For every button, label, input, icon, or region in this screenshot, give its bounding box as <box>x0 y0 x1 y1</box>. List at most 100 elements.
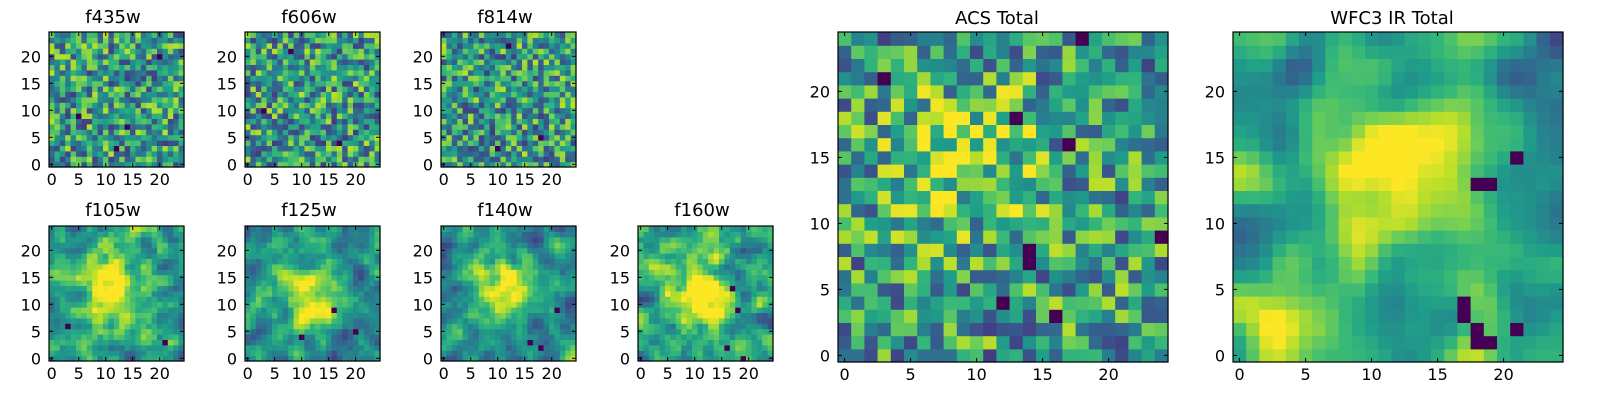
heatmap-cell <box>724 350 731 357</box>
heatmap-cell <box>473 134 480 141</box>
heatmap-cell <box>478 80 485 87</box>
heatmap-cell <box>97 231 104 238</box>
heatmap-cell <box>484 269 491 276</box>
heatmap-cell <box>331 69 338 76</box>
heatmap-cell <box>374 118 381 125</box>
heatmap-cell <box>369 42 376 49</box>
heatmap-cell <box>522 231 528 238</box>
heatmap-cell <box>272 69 278 76</box>
heatmap-cell <box>277 161 284 168</box>
heatmap-cell <box>369 145 376 152</box>
heatmap-cell <box>70 64 77 71</box>
heatmap-cell <box>103 301 109 308</box>
heatmap-cell <box>151 247 158 254</box>
heatmap-cell <box>559 53 566 60</box>
heatmap-cell <box>140 247 147 254</box>
heatmap-cell <box>930 296 945 310</box>
heatmap-cell <box>358 312 365 319</box>
heatmap-cell <box>890 177 905 191</box>
heatmap-cell <box>173 118 180 125</box>
heatmap-cell <box>724 290 731 297</box>
heatmap-cell <box>86 247 93 254</box>
heatmap-cell <box>554 156 561 163</box>
heatmap-cell <box>146 145 153 152</box>
heatmap-cell <box>70 263 77 270</box>
heatmap-cell <box>527 231 534 238</box>
heatmap-cell <box>724 247 731 254</box>
heatmap-cell <box>293 290 300 297</box>
heatmap-cell <box>697 226 704 232</box>
heatmap-cell <box>643 280 650 286</box>
heatmap-cell <box>890 309 905 323</box>
heatmap-cell <box>342 118 349 125</box>
heatmap-cell <box>495 69 501 76</box>
heatmap-cell <box>92 263 99 270</box>
heatmap-cell <box>527 258 534 265</box>
heatmap-cell <box>890 322 905 337</box>
heatmap-cell <box>124 350 131 357</box>
heatmap-cell <box>369 339 376 346</box>
heatmap-cell <box>261 156 268 163</box>
heatmap-cell <box>473 48 480 55</box>
heatmap-cell <box>724 307 731 313</box>
heatmap-cell <box>277 290 284 297</box>
heatmap-cell <box>336 296 343 303</box>
heatmap-cell <box>527 69 534 76</box>
heatmap-cell <box>369 156 376 163</box>
heatmap-cell <box>446 59 453 65</box>
heatmap-cell <box>124 59 131 65</box>
heatmap-cell <box>500 140 507 146</box>
heatmap-cell <box>489 134 496 141</box>
heatmap-cell <box>347 140 354 146</box>
heatmap-cell <box>59 274 66 281</box>
heatmap-cell <box>135 69 142 76</box>
heatmap-cell <box>527 123 534 130</box>
heatmap-cell <box>304 334 311 340</box>
heatmap-cell <box>516 263 523 270</box>
heatmap-cell <box>255 280 262 286</box>
heatmap-cell <box>288 269 295 276</box>
heatmap-cell <box>522 107 528 114</box>
heatmap-cell <box>943 348 958 363</box>
heatmap-cell <box>119 236 126 243</box>
heatmap-cell <box>851 203 865 218</box>
heatmap-cell <box>59 69 66 76</box>
heatmap-cell <box>92 129 99 136</box>
heatmap-cell <box>108 107 115 114</box>
heatmap-cell <box>76 64 82 71</box>
heatmap-cell <box>277 285 284 292</box>
heatmap-cell <box>119 123 126 130</box>
heatmap-cell <box>151 274 158 281</box>
heatmap-cell <box>157 334 163 340</box>
heatmap-cell <box>522 113 528 119</box>
heatmap-cell <box>282 75 289 82</box>
heatmap-cell <box>1075 230 1090 244</box>
heatmap-cell <box>665 323 671 330</box>
heatmap-cell <box>167 258 174 265</box>
heatmap-cell <box>983 190 997 205</box>
heatmap-cell <box>97 312 104 319</box>
heatmap-cell <box>130 42 136 49</box>
heatmap-cell <box>54 75 61 82</box>
heatmap-cell <box>473 253 480 259</box>
heatmap-cell <box>54 350 61 357</box>
heatmap-cell <box>457 296 464 303</box>
heatmap-cell <box>1141 177 1156 191</box>
heatmap-cell <box>326 334 332 340</box>
heatmap-cell <box>468 53 474 60</box>
heatmap-cell <box>702 253 709 259</box>
heatmap-cell <box>890 282 905 297</box>
heatmap-cell <box>320 317 327 324</box>
heatmap-cell <box>342 113 349 119</box>
heatmap-cell <box>92 328 99 335</box>
heatmap-cell <box>917 309 931 323</box>
heatmap-cell <box>527 350 534 357</box>
heatmap-cell <box>890 230 905 244</box>
heatmap-cell <box>1049 177 1063 191</box>
heatmap-cell <box>681 226 688 232</box>
heatmap-cell <box>331 156 338 163</box>
heatmap-cell <box>484 344 491 351</box>
heatmap-cell <box>130 156 136 163</box>
heatmap-cell <box>565 339 572 346</box>
heatmap-cell <box>326 42 332 49</box>
